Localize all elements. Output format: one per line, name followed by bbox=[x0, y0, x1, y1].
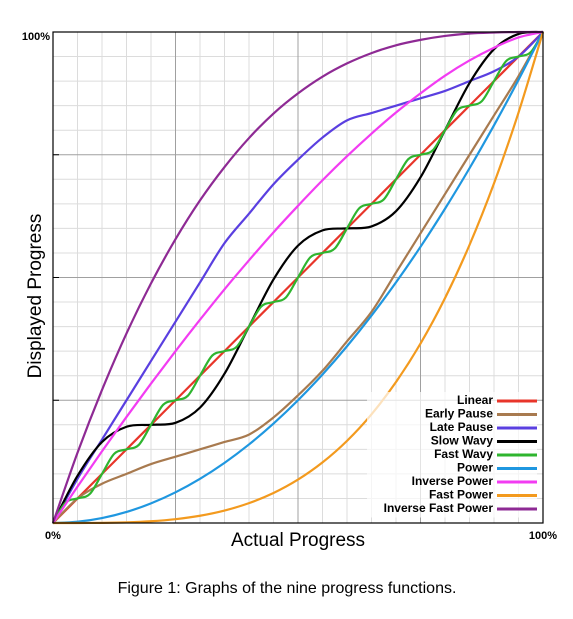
legend-label: Inverse Fast Power bbox=[384, 501, 494, 515]
legend-label: Late Pause bbox=[430, 420, 494, 434]
labels: 0% 100% 100% bbox=[22, 31, 557, 542]
series-line bbox=[52, 31, 544, 524]
x-axis-title: Actual Progress bbox=[231, 530, 365, 551]
legend-label: Early Pause bbox=[425, 407, 493, 421]
series-line bbox=[52, 31, 544, 524]
caption: Figure 1: Graphs of the nine progress fu… bbox=[118, 580, 457, 597]
series-line bbox=[52, 30, 544, 524]
series-line bbox=[52, 31, 545, 525]
legend-label: Fast Power bbox=[429, 488, 493, 502]
series-line bbox=[52, 31, 544, 524]
legend-label: Linear bbox=[457, 393, 493, 407]
plot-lines bbox=[51, 30, 545, 525]
x-tick-label: 100% bbox=[529, 530, 557, 542]
legend-label: Fast Wavy bbox=[434, 447, 493, 461]
x-tick-label: 0% bbox=[45, 530, 61, 542]
plot-frame bbox=[52, 31, 544, 524]
series-line bbox=[52, 31, 544, 525]
series-line bbox=[52, 30, 544, 524]
legend-label: Slow Wavy bbox=[431, 434, 494, 448]
legend-label: Inverse Power bbox=[412, 474, 494, 488]
y-axis-title: Displayed Progress bbox=[25, 214, 46, 379]
series-line bbox=[51, 30, 544, 524]
legend-label: Power bbox=[457, 461, 493, 475]
y-tick-label: 100% bbox=[22, 31, 50, 43]
